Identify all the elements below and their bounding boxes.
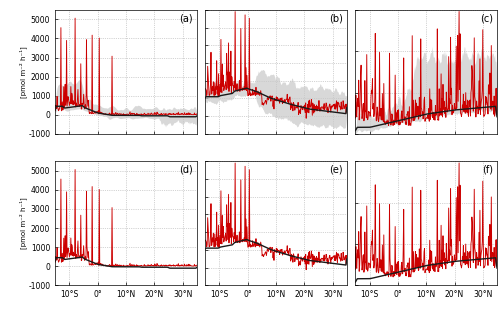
Y-axis label: [pmol m⁻² h⁻¹]: [pmol m⁻² h⁻¹]: [19, 46, 27, 98]
Text: (f): (f): [481, 165, 492, 175]
Text: (a): (a): [178, 13, 192, 24]
Y-axis label: [pmol m⁻² h⁻¹]: [pmol m⁻² h⁻¹]: [19, 197, 27, 249]
Text: (d): (d): [178, 165, 192, 175]
Text: (b): (b): [328, 13, 342, 24]
Text: (c): (c): [479, 13, 492, 24]
Text: (e): (e): [328, 165, 342, 175]
